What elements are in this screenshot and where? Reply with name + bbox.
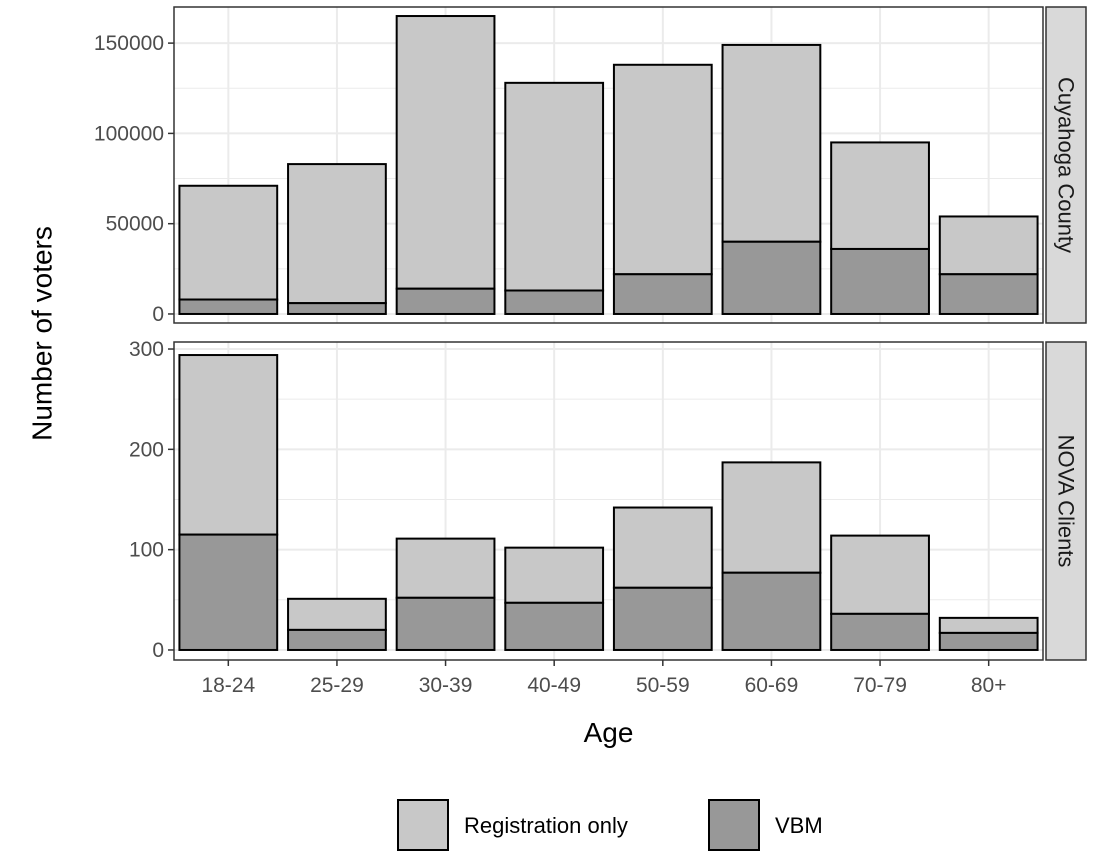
facet-strip [1045, 6, 1087, 324]
x-axis-title: Age [584, 717, 634, 748]
legend-label: VBM [775, 813, 823, 838]
y-tick-label: 150000 [94, 32, 164, 55]
bar-vbm [504, 289, 605, 315]
legend-item: VBM [708, 799, 823, 851]
y-tick-label: 200 [129, 438, 164, 461]
bar-vbm [287, 628, 387, 651]
bar-vbm [830, 612, 930, 651]
y-tick-label: 100 [129, 539, 164, 562]
bar-registration-only [504, 81, 605, 292]
bar-vbm [612, 273, 713, 315]
x-tick-label: 70-79 [853, 674, 907, 697]
bar-vbm [830, 247, 930, 315]
y-tick-label: 50000 [106, 213, 164, 236]
bar-vbm [395, 287, 496, 315]
bar-registration-only [178, 184, 279, 301]
bar-registration-only [721, 461, 822, 574]
x-tick-label: 30-39 [419, 674, 473, 697]
legend: Registration only VBM [397, 799, 823, 851]
bar-registration-only [938, 215, 1039, 276]
legend-key [397, 799, 449, 851]
bar-vbm [178, 533, 279, 651]
facet-panel: 0 50000 100000 150000 Cuyahoga County [94, 6, 1087, 326]
facet-strip-label: Cuyahoga County [1054, 77, 1079, 253]
x-tick-label: 18-24 [201, 674, 255, 697]
bar-registration-only [504, 546, 605, 604]
bar-registration-only [395, 15, 496, 290]
bar-registration-only [612, 506, 713, 589]
facet-strip [1045, 341, 1087, 661]
bar-registration-only [287, 597, 387, 631]
facet-panel: 0 100 200 300 NOVA Clients [129, 338, 1087, 662]
x-tick-label: 50-59 [636, 674, 690, 697]
legend-key [708, 799, 760, 851]
bar-registration-only [830, 534, 930, 615]
y-tick-label: 0 [152, 639, 164, 662]
x-tick-label: 60-69 [745, 674, 799, 697]
bar-registration-only [178, 354, 279, 536]
panel-border [173, 341, 1044, 661]
y-tick-label: 100000 [94, 122, 164, 145]
x-axis: 18-24 25-29 30-39 40-49 50-59 60-69 70-79 80+ [201, 660, 1007, 697]
y-tick-label: 0 [152, 303, 164, 326]
bar-vbm [938, 273, 1039, 315]
y-axis-title: Number of voters [27, 226, 58, 441]
facet-panels: 0 50000 100000 150000 Cuyahoga County 0 100 200… [94, 6, 1087, 662]
bar-vbm [721, 240, 822, 315]
panel-border [173, 6, 1044, 324]
bar-registration-only [938, 616, 1039, 634]
x-tick-label: 25-29 [310, 674, 364, 697]
bar-vbm [395, 596, 496, 651]
y-tick-label: 300 [129, 338, 164, 361]
x-tick-label: 40-49 [527, 674, 581, 697]
bar-vbm [287, 302, 387, 315]
bar-vbm [938, 631, 1039, 651]
bar-registration-only [287, 163, 387, 305]
legend-item: Registration only [397, 799, 628, 851]
x-tick-label: 80+ [971, 674, 1007, 697]
facet-strip-label: NOVA Clients [1054, 435, 1079, 568]
legend-label: Registration only [464, 813, 628, 838]
bar-registration-only [612, 63, 713, 276]
bar-registration-only [395, 537, 496, 599]
bar-vbm [178, 298, 279, 315]
bar-vbm [721, 571, 822, 651]
bar-vbm [612, 586, 713, 651]
bar-registration-only [721, 43, 822, 243]
bar-vbm [504, 601, 605, 651]
bar-registration-only [830, 141, 930, 250]
